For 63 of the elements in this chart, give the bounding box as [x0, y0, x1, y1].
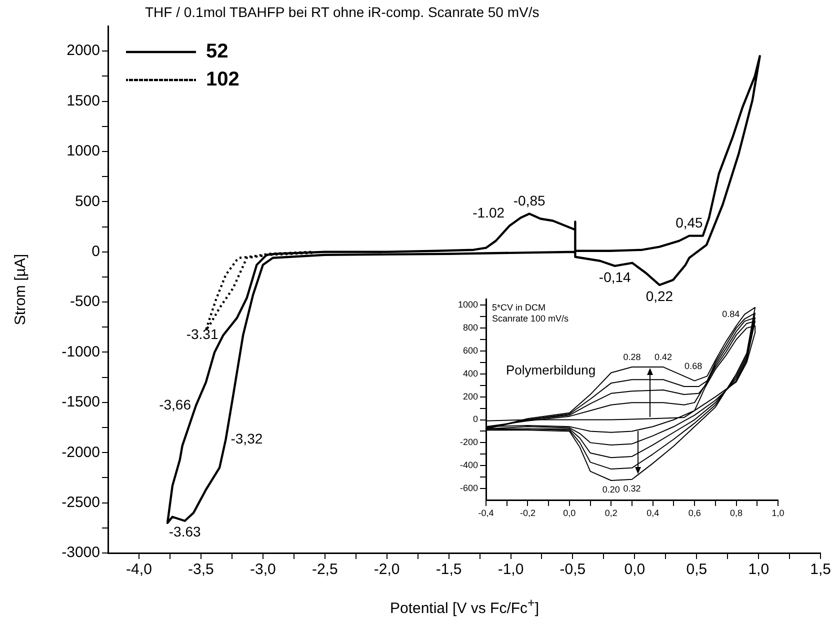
- annotation: 0,22: [646, 288, 674, 304]
- y-tick-label: 600: [462, 345, 478, 356]
- y-tick-label: 1500: [66, 92, 100, 110]
- x-tick-label: 1,0: [748, 561, 770, 578]
- y-tick-label: 1000: [458, 300, 478, 310]
- annotation: 0.20: [602, 484, 620, 494]
- annotation: 5*CV in DCM: [492, 302, 546, 312]
- x-tick-label: 0,4: [646, 508, 660, 518]
- x-tick-label: 1,0: [772, 508, 784, 518]
- y-tick-label: -600: [460, 483, 478, 494]
- x-tick-label: 0,6: [688, 508, 701, 518]
- x-tick-label: -2,5: [312, 561, 338, 578]
- y-tick-label: 200: [462, 391, 478, 402]
- x-tick-label: -3,0: [250, 561, 276, 578]
- x-tick-label: 0,8: [730, 508, 743, 518]
- annotation: -3.31: [186, 326, 218, 342]
- y-tick-label: -2500: [62, 494, 100, 511]
- x-tick-label: -3,5: [188, 561, 214, 578]
- annotation: -1.02: [472, 204, 505, 221]
- x-tick-label: 1,5: [810, 561, 832, 578]
- annotation: 0.28: [623, 352, 641, 362]
- y-tick-label: 500: [74, 192, 100, 210]
- y-tick-label: -500: [70, 293, 100, 310]
- legend-label: 102: [206, 68, 240, 91]
- annotation: 0.68: [684, 361, 702, 372]
- x-tick-label: 0,0: [563, 508, 576, 518]
- annotation: -3,66: [159, 396, 192, 412]
- y-tick-label: 1000: [66, 142, 100, 160]
- annotation: Scanrate 100 mV/s: [492, 313, 570, 324]
- y-tick-label: -3000: [62, 544, 100, 562]
- chart-title: THF / 0.1mol TBAHFP bei RT ohne iR-comp. Scanrate 50 mV/s: [145, 4, 540, 20]
- x-tick-label: -2,0: [374, 561, 400, 578]
- annotation: 0.42: [654, 352, 672, 362]
- x-axis-title: Potential [V vs Fc/Fc$^{+}$]: [388, 596, 540, 617]
- y-tick-label: -400: [460, 460, 478, 470]
- y-tick-label: -200: [460, 437, 478, 448]
- x-tick-label: -1,0: [498, 561, 524, 578]
- annotation: -0,14: [598, 268, 632, 285]
- annotation: -3,32: [230, 430, 263, 446]
- y-tick-label: 2000: [66, 42, 100, 60]
- x-tick-label: -1,5: [436, 561, 462, 578]
- x-tick-label: 0,5: [686, 561, 708, 578]
- x-tick-label: -0,4: [478, 508, 494, 518]
- x-tick-label: 0,2: [604, 508, 618, 518]
- annotation: 0.32: [623, 483, 641, 494]
- y-tick-label: 0: [92, 243, 100, 260]
- annotation: -0,85: [513, 192, 546, 209]
- annotation: -3.63: [168, 524, 201, 540]
- annotation: Polymerbildung: [506, 362, 596, 378]
- y-tick-label: -1000: [62, 343, 100, 360]
- y-axis-title: Strom [µA]: [12, 254, 30, 326]
- x-tick-label: -0,5: [560, 561, 586, 578]
- x-tick-label: -0,2: [520, 508, 536, 518]
- y-tick-label: 0: [472, 414, 478, 424]
- legend-label: 52: [206, 40, 228, 63]
- x-tick-label: -4,0: [126, 561, 152, 578]
- annotation: 0.84: [722, 308, 740, 319]
- x-tick-label: 0,0: [624, 561, 646, 578]
- annotation: 0,45: [676, 214, 704, 231]
- y-tick-label: -1500: [62, 394, 100, 411]
- y-tick-label: 400: [462, 368, 478, 378]
- y-tick-label: 800: [462, 322, 478, 333]
- y-tick-label: -2000: [62, 444, 100, 461]
